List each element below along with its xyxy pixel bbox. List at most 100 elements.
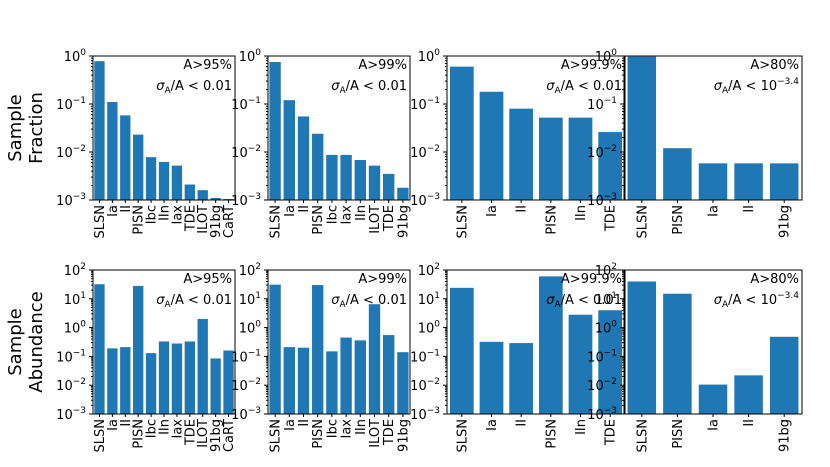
x-tick-label-ia: Ia: [707, 419, 722, 431]
bar-91bg: [397, 187, 409, 200]
x-tick-label-pisn: PISN: [544, 419, 559, 449]
x-tick-label-tde: TDE: [382, 419, 397, 446]
chart-panel-r1-c1: 100 10−1 10−2 10−3 SLSNIaIIPISNIbcIInIaxTDEI…: [56, 48, 237, 238]
x-tick-label-iin: IIn: [158, 205, 173, 221]
minor-ticks: [445, 57, 447, 187]
bar-tde: [184, 184, 195, 200]
y-tick-label: 102: [64, 262, 86, 279]
y-tick-label: 10−3: [587, 406, 617, 423]
bar-iin: [568, 117, 593, 200]
bar-ia: [283, 100, 295, 200]
x-tick-label-ii: II: [515, 419, 530, 427]
bar-ibc: [326, 154, 338, 200]
x-tick-label-slsn: SLSN: [635, 419, 650, 452]
bar-slsn: [94, 61, 105, 201]
y-tick-label: 101: [64, 291, 86, 308]
x-tick-label-tde: TDE: [382, 205, 397, 232]
bar-ii: [120, 347, 131, 414]
chart-panel-r2-c4: 102 101 100 10−1 10−2 10−3 SLSN PISN Ia II 91bg A>8…: [587, 262, 803, 452]
x-tick-label-slsn: SLSN: [93, 205, 108, 238]
x-tick-label-slsn: SLSN: [455, 419, 470, 452]
x-tick-label-slsn: SLSN: [93, 419, 108, 452]
x-tick-label-iin: IIn: [158, 419, 173, 435]
bar-slsn: [269, 284, 281, 414]
y-tick-label: 100: [595, 320, 618, 337]
y-tick-label: 100: [64, 320, 87, 337]
x-tick-label-ia: Ia: [283, 419, 298, 431]
y-tick-label: 10−1: [231, 96, 261, 113]
x-tick-label-iin: IIn: [574, 205, 589, 221]
bar-pisn: [312, 133, 324, 200]
annotation-sigma: σA/A < 10−3.4: [714, 291, 800, 310]
x-tick-label-ibc: Ibc: [145, 419, 160, 438]
chart-panel-r1-c3: 100 10−1 10−2 10−3 SLSN Ia II PISN IIn TDE A>99.9%…: [410, 48, 626, 238]
bar-tde: [598, 310, 623, 414]
x-tick-label-ilot: ILOT: [368, 205, 383, 234]
bar-91bg: [397, 352, 409, 414]
bar-iin: [158, 341, 170, 414]
x-tick-label-ia: Ia: [485, 205, 500, 217]
bar-iin: [158, 161, 170, 200]
bar-iax: [171, 165, 183, 200]
x-tick-label-ia: Ia: [106, 205, 121, 217]
bar-ia: [107, 102, 118, 200]
bar-pisn: [538, 117, 563, 200]
x-tick-label-tde: TDE: [604, 205, 619, 232]
bar-ia: [107, 348, 118, 414]
x-tick-label-tde: TDE: [183, 419, 198, 446]
x-tick-label-iax: Iax: [170, 419, 185, 439]
y-tick-label: 10−1: [410, 348, 440, 365]
bar-ibc: [145, 157, 157, 200]
bar-pisn: [312, 285, 324, 414]
x-tick-label-pisn: PISN: [544, 205, 559, 235]
x-tick-label-slsn: SLSN: [269, 205, 284, 238]
bar-slsn: [627, 281, 657, 414]
x-tick-label-ilot: ILOT: [196, 205, 211, 234]
annotation-sigma: σA/A < 0.01: [156, 79, 232, 96]
bar-ii: [120, 115, 131, 200]
bar-cart: [223, 350, 234, 414]
x-tick-label-tde: TDE: [604, 419, 619, 446]
bar-slsn: [449, 66, 474, 201]
x-tick-label-iin: IIn: [574, 419, 589, 435]
x-tick-label-ii: II: [297, 205, 312, 213]
bar-ia: [479, 341, 504, 414]
y-tick-label: 10−2: [231, 144, 261, 161]
annotation-threshold: A>99.9%: [561, 272, 622, 287]
y-tick-label: 10−3: [56, 192, 86, 209]
bar-ii: [734, 375, 763, 414]
x-tick-label-pisn: PISN: [132, 419, 147, 449]
bar-slsn: [269, 62, 281, 200]
minor-ticks: [91, 270, 93, 406]
y-tick-label: 102: [418, 262, 440, 279]
bar-iin: [568, 314, 593, 414]
annotation-threshold: A>80%: [750, 272, 799, 287]
bar-iin: [354, 340, 366, 414]
x-tick-label-ii: II: [742, 419, 757, 427]
x-tick-label-ia: Ia: [707, 205, 722, 217]
bar-iax: [340, 337, 352, 414]
bar-ii: [297, 116, 310, 200]
annotation-threshold: A>99%: [358, 58, 407, 73]
x-tick-label-ia: Ia: [283, 205, 298, 217]
y-tick-label: 10−1: [587, 348, 617, 365]
x-tick-label-slsn: SLSN: [455, 205, 470, 238]
axes-frame: [267, 269, 411, 415]
row-label-fraction: SampleFraction: [5, 92, 47, 164]
axes-frame: [267, 55, 411, 201]
bar-ibc: [145, 353, 157, 414]
chart-panel-r1-c2: 100 10−1 10−2 10−3 SLSN Ia II PISN Ibc Iax IIn ILOT…: [231, 48, 411, 238]
x-tick-label-91bg: 91bg: [396, 419, 411, 452]
row-label-abundance: SampleAbundance: [5, 291, 47, 392]
y-tick-label: 10−2: [410, 377, 440, 394]
x-tick-label-ilot: ILOT: [196, 419, 211, 448]
y-tick-label: 100: [239, 48, 262, 65]
bar-ia: [479, 91, 504, 200]
annotation-sigma: σA/A < 0.01: [331, 79, 407, 96]
x-tick-label-pisn: PISN: [132, 205, 147, 235]
y-tick-label: 10−1: [56, 96, 86, 113]
annotation-threshold: A>95%: [183, 58, 232, 73]
bar-ibc: [326, 351, 338, 414]
annotation-sigma: σA/A < 0.01: [156, 293, 232, 310]
